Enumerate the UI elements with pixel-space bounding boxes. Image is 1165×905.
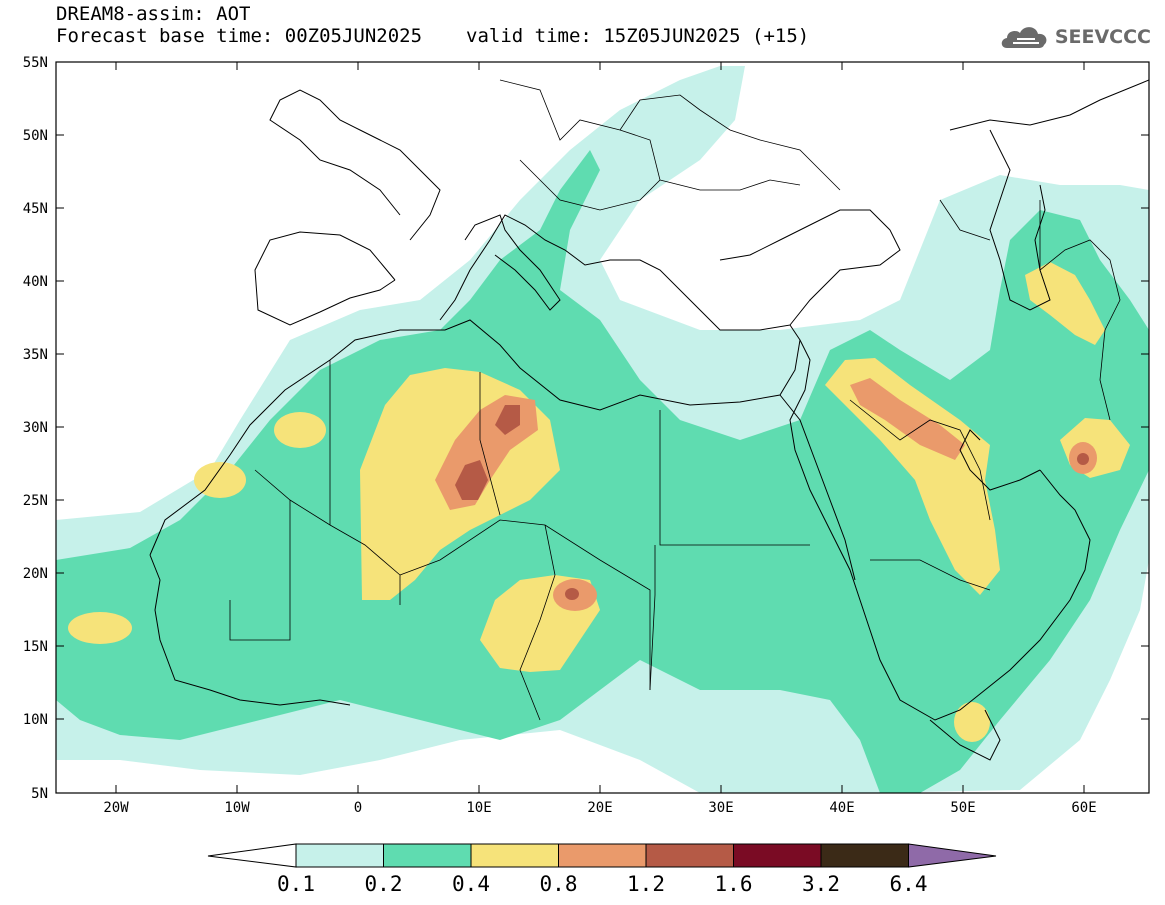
- lat-label: 35N: [23, 347, 48, 363]
- lon-label: 40E: [829, 800, 854, 816]
- colorbar-under: [207, 843, 297, 868]
- aot-contour-0.4-morocco: [274, 412, 326, 448]
- aot-contour-1.2-sahara: [455, 460, 488, 500]
- lat-label: 50N: [23, 128, 48, 144]
- aot-contour-0.4-iran: [1025, 262, 1105, 345]
- colorbar-swatch: [645, 843, 734, 868]
- aot-contour-0.4-mauritania: [194, 462, 246, 498]
- aot-field: [56, 66, 1149, 793]
- lon-labels: 20W 10W 0 10E 20E 30E 40E 50E 60E: [103, 800, 1096, 816]
- lon-label: 10E: [466, 800, 491, 816]
- lat-label: 40N: [23, 274, 48, 290]
- aot-contour-0.4-somalia: [954, 702, 990, 742]
- lon-label: 10W: [224, 800, 250, 816]
- logo-text: SEEVCCC: [1054, 26, 1151, 48]
- lat-label: 30N: [23, 420, 48, 436]
- colorbar-label: 6.4: [890, 872, 928, 896]
- colorbar-labels: 0.1 0.2 0.4 0.8 1.2 1.6 3.2 6.4: [277, 872, 927, 896]
- colorbar-swatch: [558, 843, 647, 868]
- aot-contour-0.4-senegal: [68, 612, 132, 644]
- colorbar-label: 0.2: [365, 872, 403, 896]
- forecast-times: Forecast base time: 00Z05JUN2025 valid ti…: [56, 26, 809, 46]
- lat-labels: 55N 50N 45N 40N 35N 30N 25N 20N 15N 10N …: [23, 55, 48, 802]
- aot-contour-1.2-chad: [565, 588, 579, 600]
- seevccc-logo: SEEVCCC: [999, 22, 1151, 52]
- lat-axis: [56, 61, 1149, 720]
- lon-axis: [115, 62, 1085, 793]
- coastlines: [149, 79, 1149, 761]
- colorbar-label: 0.8: [540, 872, 578, 896]
- valid-time: valid time: 15Z05JUN2025 (+15): [466, 25, 810, 47]
- colorbar-swatch: [820, 843, 909, 868]
- lat-label: 55N: [23, 55, 48, 71]
- lat-label: 20N: [23, 566, 48, 582]
- lat-label: 25N: [23, 493, 48, 509]
- aot-contour-0.8-iraq: [850, 378, 965, 460]
- colorbar-over: [908, 843, 997, 868]
- lon-label: 60E: [1071, 800, 1096, 816]
- colorbar-label: 1.6: [715, 872, 753, 896]
- aot-contour-1.2-sahara-north: [495, 405, 520, 435]
- cloud-icon: [1001, 27, 1047, 48]
- lon-label: 30E: [708, 800, 733, 816]
- base-time: Forecast base time: 00Z05JUN2025: [56, 25, 423, 47]
- map-title: DREAM8-assim: AOT: [56, 3, 251, 25]
- lon-label: 0: [354, 800, 362, 816]
- aot-contour-0.2: [56, 150, 1149, 793]
- colorbar-swatch: [470, 843, 559, 868]
- colorbar-label: 0.1: [277, 872, 315, 896]
- lon-label: 20E: [587, 800, 612, 816]
- aot-contour-1.2-iran: [1077, 453, 1089, 465]
- colorbar: [207, 843, 997, 868]
- colorbar-swatch: [295, 843, 384, 868]
- lat-label: 45N: [23, 201, 48, 217]
- colorbar-swatch: [383, 843, 472, 868]
- colorbar-label: 0.4: [452, 872, 490, 896]
- lat-label: 5N: [31, 786, 48, 802]
- colorbar-swatch: [733, 843, 822, 868]
- lat-label: 15N: [23, 639, 48, 655]
- colorbar-label: 1.2: [627, 872, 665, 896]
- aot-contour-0.4-arabia: [825, 358, 1000, 595]
- lat-label: 10N: [23, 712, 48, 728]
- lon-label: 50E: [950, 800, 975, 816]
- lon-label: 20W: [103, 800, 129, 816]
- country-borders: [229, 79, 1121, 721]
- colorbar-label: 3.2: [802, 872, 840, 896]
